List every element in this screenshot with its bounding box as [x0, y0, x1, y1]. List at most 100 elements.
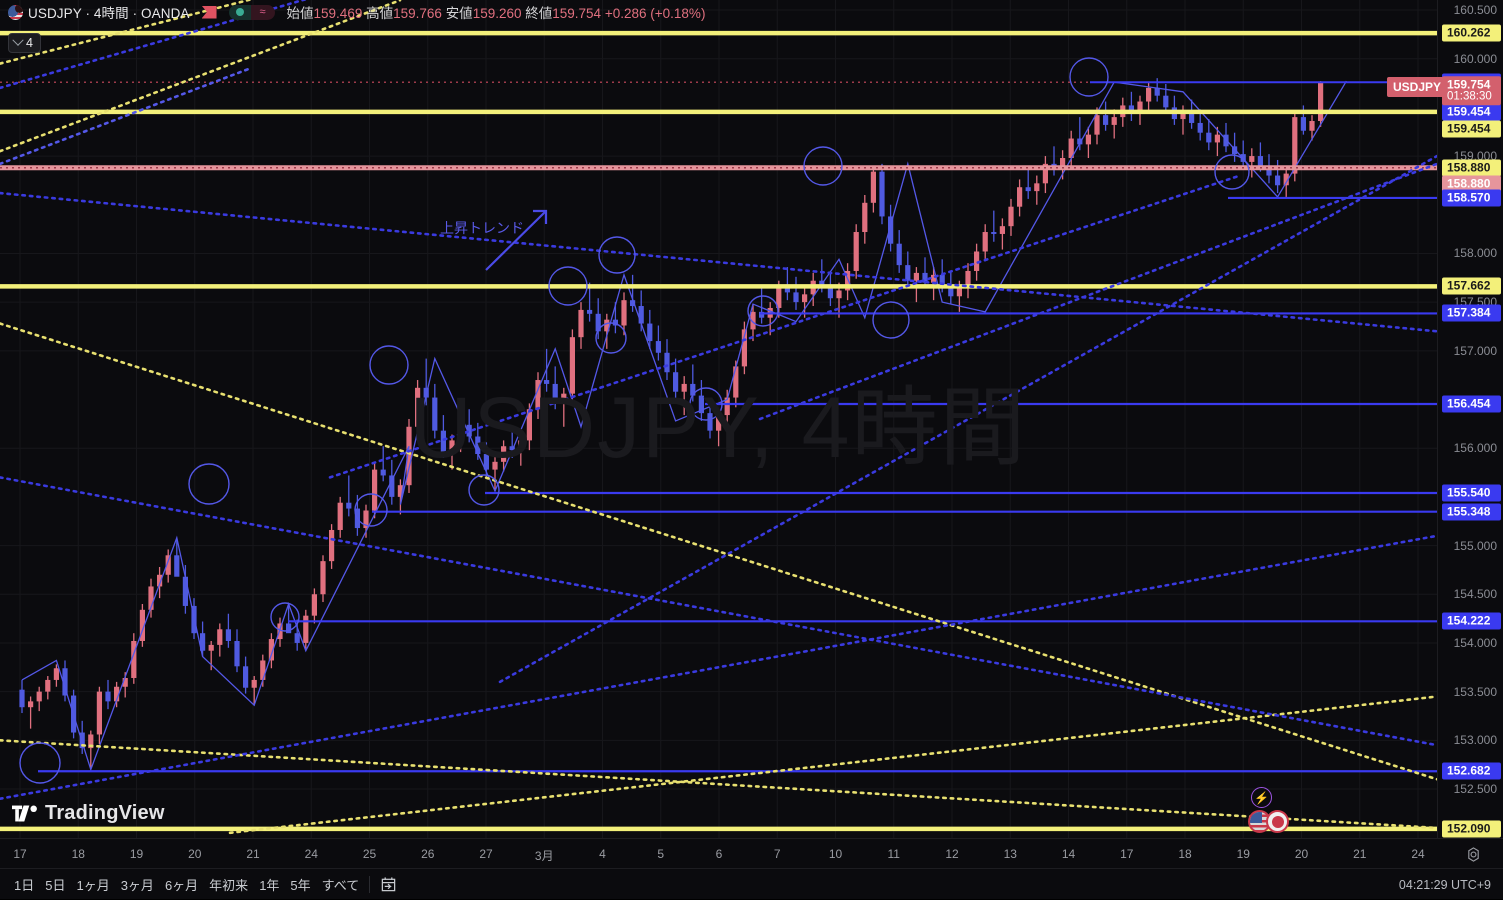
jp-flag-icon — [1266, 810, 1289, 833]
trendline[interactable] — [0, 534, 1437, 801]
time-axis-tick: 18 — [71, 847, 85, 861]
time-axis-tick: 17 — [1120, 847, 1134, 861]
swing-marker[interactable] — [354, 493, 388, 527]
trend-arrow-icon — [485, 211, 546, 271]
price-axis-tick: 154.000 — [1453, 635, 1497, 650]
tradingview-logo-text: TradingView — [45, 802, 165, 824]
price-axis-tick: 155.000 — [1453, 538, 1497, 553]
price-axis[interactable]: 160.500 160.000 159.000 158.000 157.500 157.0… — [1437, 0, 1503, 838]
time-axis-tick: 13 — [1003, 847, 1017, 861]
price-axis-tick: 156.000 — [1453, 441, 1497, 456]
price-level-label[interactable]: 152.682 — [1442, 762, 1501, 780]
time-axis-tick: 24 — [304, 847, 318, 861]
trendline[interactable] — [328, 174, 1242, 479]
swing-marker[interactable] — [19, 742, 61, 784]
price-level-label[interactable]: 156.454 — [1442, 395, 1501, 413]
interval-chip-label: 4 — [26, 36, 33, 50]
range-button[interactable]: 5年 — [290, 877, 311, 893]
trendline[interactable] — [758, 162, 1437, 421]
range-button[interactable]: すべて — [321, 877, 360, 893]
price-axis-tick: 153.500 — [1453, 684, 1497, 699]
bar-countdown: 01:38:30 — [1447, 89, 1492, 102]
clock-readout: 04:21:29 UTC+9 — [1398, 877, 1491, 892]
time-axis-tick: 27 — [479, 847, 493, 861]
swing-marker[interactable] — [1069, 57, 1109, 97]
range-button[interactable]: 1年 — [259, 877, 280, 893]
swing-marker[interactable] — [598, 236, 636, 274]
bottom-toolbar[interactable]: 1日 5日 1ヶ月 3ヶ月 6ヶ月 年初来 1年 5年 すべて 04:21:29 UTC+9 — [0, 868, 1503, 899]
range-button[interactable]: 1ヶ月 — [76, 877, 110, 893]
swing-marker[interactable] — [468, 474, 500, 506]
swing-marker[interactable] — [188, 463, 230, 505]
time-axis-tick: 14 — [1061, 847, 1076, 861]
price-axis-tick: 160.000 — [1453, 51, 1497, 66]
swing-marker[interactable] — [1214, 154, 1250, 190]
toolbar-divider — [369, 875, 371, 893]
time-axis-tick: 3月 — [534, 849, 554, 863]
time-axis-tick: 11 — [887, 847, 900, 861]
swing-marker[interactable] — [872, 301, 910, 339]
price-level-label[interactable]: 158.880 — [1442, 175, 1501, 193]
range-button[interactable]: 6ヶ月 — [164, 877, 199, 893]
price-level-label[interactable]: 152.090 — [1442, 820, 1501, 838]
price-axis-tick: 153.000 — [1453, 733, 1497, 748]
price-level-label[interactable]: 159.454 — [1442, 120, 1501, 138]
price-level-label[interactable]: 160.262 — [1442, 24, 1501, 42]
symbol-price-tag: USDJPY — [1387, 77, 1448, 97]
time-axis-tick: 21 — [246, 847, 260, 861]
swing-marker[interactable] — [270, 602, 300, 632]
pair-flag-badges[interactable] — [1248, 810, 1289, 833]
trendline[interactable] — [228, 695, 1437, 835]
time-axis-tick: 21 — [1353, 847, 1367, 861]
swing-marker[interactable] — [548, 266, 588, 306]
chart-canvas[interactable]: 上昇トレンド — [0, 0, 1437, 838]
time-axis-tick: 5 — [657, 847, 665, 861]
trendline[interactable] — [498, 154, 1437, 684]
price-level-label[interactable]: 154.222 — [1442, 612, 1501, 630]
trendline[interactable] — [0, 191, 1437, 333]
time-axis-tick: 19 — [129, 847, 144, 861]
price-level-label[interactable]: 157.662 — [1442, 277, 1501, 295]
swing-marker[interactable] — [689, 387, 723, 421]
swing-marker[interactable] — [747, 295, 779, 327]
swing-marker[interactable] — [595, 322, 627, 354]
trend-annotation-label: 上昇トレンド — [440, 220, 524, 236]
swing-marker[interactable] — [369, 345, 409, 385]
price-level-label[interactable]: 155.348 — [1442, 503, 1501, 521]
price-axis-tick: 154.500 — [1453, 587, 1497, 602]
tradingview-logo: TradingView — [12, 802, 165, 825]
time-axis-tick: 4 — [599, 847, 606, 861]
chart-pane[interactable]: USDJPY, 4時間 上昇トレンド TradingView — [0, 0, 1437, 838]
price-level-label[interactable]: 155.540 — [1442, 484, 1501, 502]
trendline[interactable] — [0, 0, 470, 90]
time-axis-tick: 6 — [715, 847, 723, 861]
range-buttons[interactable]: 1日 5日 1ヶ月 3ヶ月 6ヶ月 年初来 1年 5年 すべて — [0, 875, 359, 894]
gear-icon[interactable] — [1466, 847, 1481, 862]
chart-watermark: USDJPY, 4時間 — [409, 379, 1028, 476]
trendline[interactable] — [0, 67, 252, 166]
price-level-label[interactable]: 157.384 — [1442, 304, 1501, 322]
trendline[interactable] — [0, 476, 1437, 747]
time-axis-tick: 25 — [362, 847, 377, 861]
price-level-label[interactable]: 158.570 — [1442, 189, 1501, 207]
price-level-label[interactable]: 159.454 — [1442, 103, 1501, 121]
trendline[interactable] — [0, 322, 1437, 781]
range-button[interactable]: 1日 — [14, 877, 35, 893]
price-axis-tick: 159.000 — [1453, 149, 1497, 164]
range-button[interactable]: 5日 — [45, 877, 66, 893]
price-level-label[interactable]: 158.880 — [1442, 159, 1501, 177]
trendline[interactable] — [0, 0, 400, 65]
price-axis-tick: 157.000 — [1453, 343, 1497, 358]
swing-marker[interactable] — [803, 146, 843, 186]
time-axis[interactable]: 17 18 19 20 21 24 25 26 27 3月 4 5 6 7 10 11 12 13 14 17 18 19… — [0, 838, 1503, 868]
calendar-icon[interactable] — [380, 876, 397, 893]
trend-arrow-head-icon — [533, 209, 548, 224]
interval-chip[interactable]: 4 — [8, 33, 41, 53]
price-axis-tick: 152.500 — [1453, 782, 1497, 796]
time-axis-tick: 18 — [1178, 847, 1192, 861]
range-button[interactable]: 年初来 — [209, 877, 249, 893]
trendline[interactable] — [0, 0, 402, 153]
range-button[interactable]: 3ヶ月 — [120, 877, 154, 893]
lightning-icon[interactable]: ⚡ — [1251, 787, 1272, 808]
